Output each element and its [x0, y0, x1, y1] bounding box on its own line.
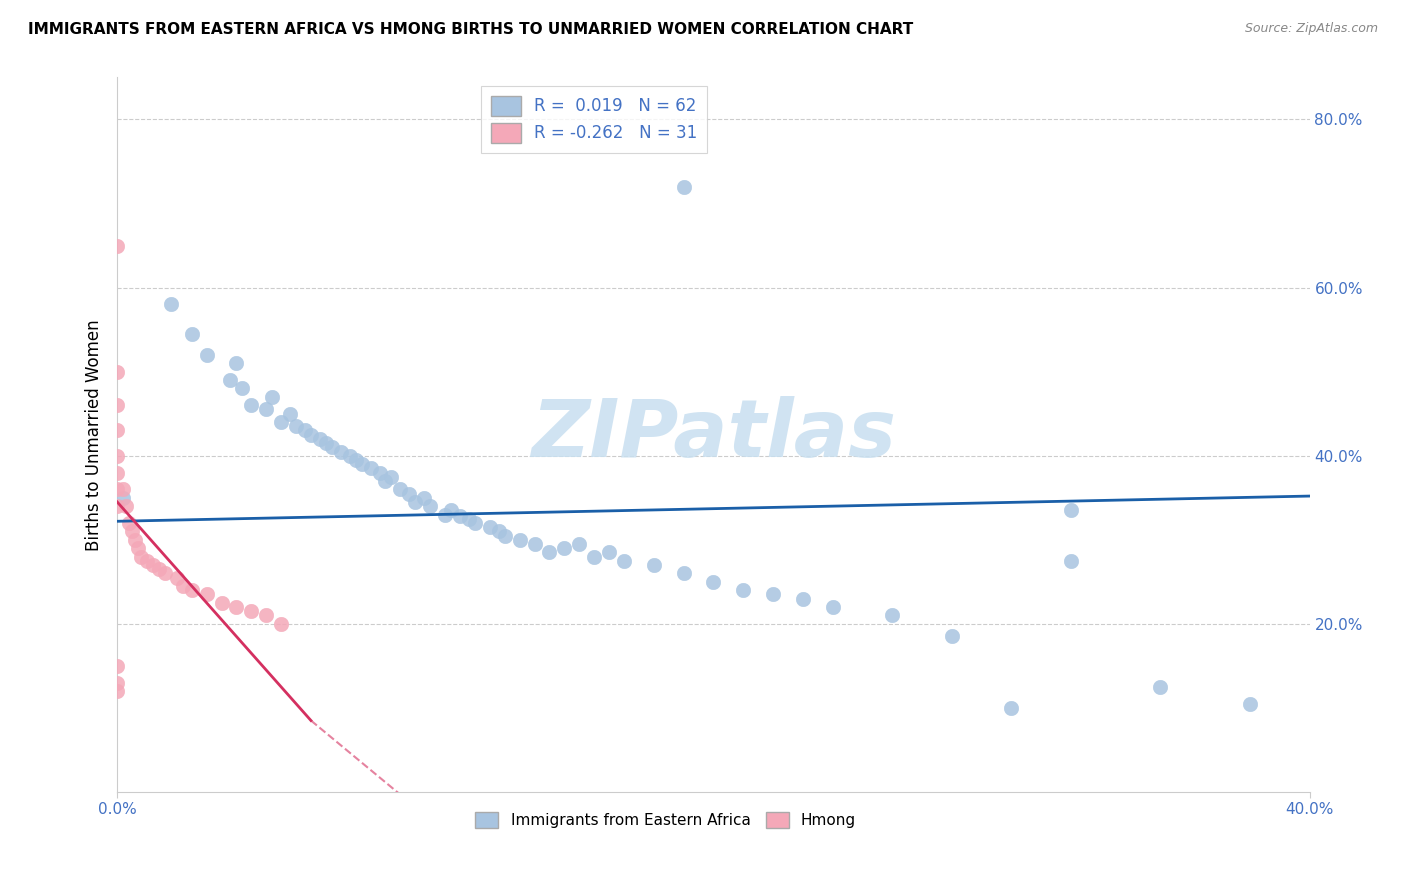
Point [240, 604, 263, 618]
Legend: Immigrants from Eastern Africa, Hmong: Immigrants from Eastern Africa, Hmong [470, 806, 862, 834]
Point [225, 600, 247, 615]
Point [553, 541, 575, 556]
Point [219, 373, 242, 387]
Point [240, 398, 263, 412]
Point [404, 495, 426, 509]
Point [702, 574, 724, 589]
Point [494, 528, 516, 542]
Point [129, 549, 152, 564]
Point [478, 520, 501, 534]
Point [672, 566, 695, 581]
Point [112, 491, 135, 505]
Point [538, 545, 561, 559]
Point [1000, 701, 1022, 715]
Point [294, 424, 316, 438]
Point [434, 508, 457, 522]
Point [105, 238, 128, 252]
Point [254, 402, 277, 417]
Text: Source: ZipAtlas.com: Source: ZipAtlas.com [1244, 22, 1378, 36]
Point [733, 583, 755, 598]
Point [225, 356, 247, 370]
Point [309, 432, 332, 446]
Point [105, 449, 128, 463]
Point [148, 562, 170, 576]
Point [118, 516, 141, 530]
Point [172, 579, 194, 593]
Point [1239, 697, 1261, 711]
Point [195, 348, 218, 362]
Point [180, 326, 202, 341]
Point [1060, 554, 1083, 568]
Point [440, 503, 463, 517]
Point [105, 684, 128, 698]
Point [315, 436, 337, 450]
Point [568, 537, 591, 551]
Point [449, 509, 471, 524]
Point [142, 558, 165, 572]
Point [509, 533, 531, 547]
Y-axis label: Births to Unmarried Women: Births to Unmarried Women [86, 318, 103, 550]
Point [112, 483, 135, 497]
Text: IMMIGRANTS FROM EASTERN AFRICA VS HMONG BIRTHS TO UNMARRIED WOMEN CORRELATION CH: IMMIGRANTS FROM EASTERN AFRICA VS HMONG … [28, 22, 914, 37]
Point [762, 587, 785, 601]
Point [105, 658, 128, 673]
Point [1060, 503, 1083, 517]
Point [389, 483, 412, 497]
Point [136, 554, 159, 568]
Point [523, 537, 546, 551]
Point [105, 365, 128, 379]
Point [458, 512, 481, 526]
Point [419, 499, 441, 513]
Point [344, 453, 367, 467]
Point [672, 179, 695, 194]
Point [360, 461, 382, 475]
Point [262, 390, 284, 404]
Point [643, 558, 665, 572]
Point [941, 630, 963, 644]
Point [299, 427, 322, 442]
Point [254, 608, 277, 623]
Point [105, 466, 128, 480]
Text: ZIPatlas: ZIPatlas [531, 396, 896, 474]
Point [127, 541, 149, 556]
Point [329, 444, 352, 458]
Point [115, 499, 138, 513]
Point [121, 524, 143, 539]
Point [211, 596, 233, 610]
Point [160, 297, 183, 311]
Point [105, 499, 128, 513]
Point [368, 466, 391, 480]
Point [231, 382, 253, 396]
Point [105, 424, 128, 438]
Point [583, 549, 606, 564]
Point [613, 554, 636, 568]
Point [278, 407, 301, 421]
Point [598, 545, 620, 559]
Point [821, 600, 844, 615]
Point [1149, 680, 1171, 694]
Point [792, 591, 814, 606]
Point [180, 583, 202, 598]
Point [398, 486, 420, 500]
Point [321, 440, 343, 454]
Point [105, 483, 128, 497]
Point [413, 491, 436, 505]
Point [105, 675, 128, 690]
Point [270, 415, 292, 429]
Point [195, 587, 218, 601]
Point [350, 457, 373, 471]
Point [488, 524, 510, 539]
Point [166, 571, 188, 585]
Point [882, 608, 904, 623]
Point [124, 533, 146, 547]
Point [285, 419, 308, 434]
Point [464, 516, 486, 530]
Point [105, 398, 128, 412]
Point [374, 474, 396, 488]
Point [153, 566, 176, 581]
Point [380, 469, 402, 483]
Point [270, 616, 292, 631]
Point [339, 449, 361, 463]
